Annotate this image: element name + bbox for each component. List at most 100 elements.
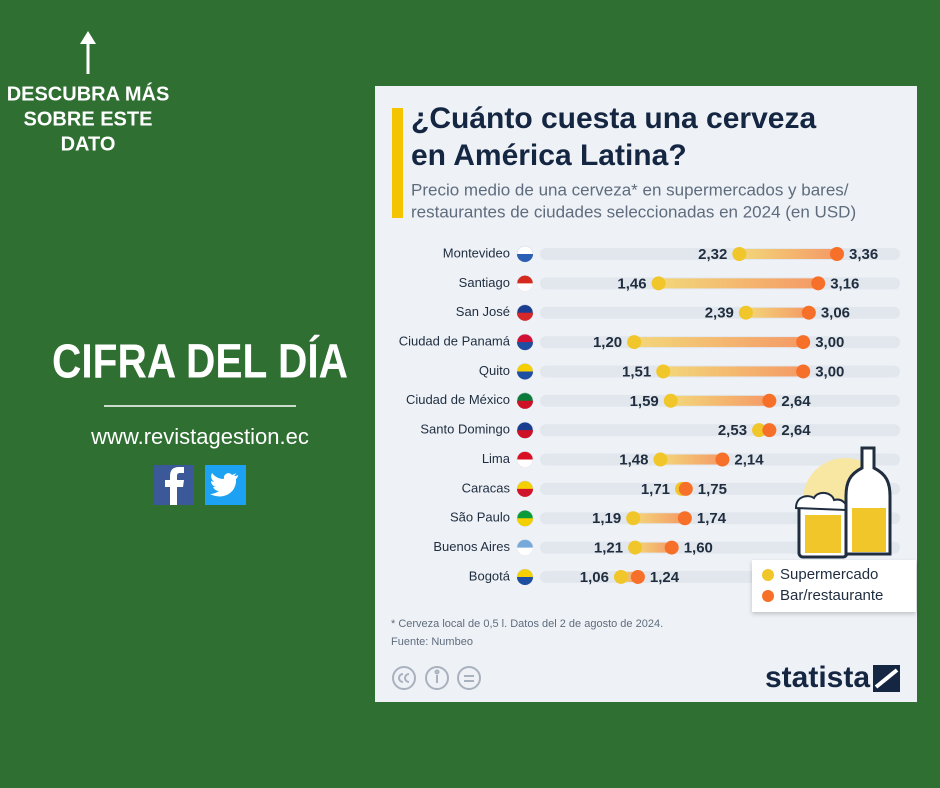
flag bbox=[517, 547, 533, 556]
range-bar bbox=[660, 454, 723, 465]
value-label: 3,36 bbox=[849, 246, 878, 263]
track bbox=[540, 424, 900, 437]
category-label: San José bbox=[456, 304, 510, 319]
value-label: 2,39 bbox=[705, 305, 734, 322]
flag bbox=[517, 430, 533, 439]
dot bbox=[830, 247, 844, 261]
chart-title: en América Latina? bbox=[411, 139, 687, 172]
category-label: Buenos Aires bbox=[433, 539, 510, 554]
value-label: 1,74 bbox=[697, 510, 727, 527]
flag bbox=[517, 518, 533, 527]
dot bbox=[653, 452, 668, 467]
headline: CIFRA DEL DÍA bbox=[52, 335, 348, 389]
category-label: Santiago bbox=[459, 275, 510, 290]
chart-title: ¿Cuánto cuesta una cerveza bbox=[411, 102, 816, 135]
flag bbox=[517, 488, 533, 497]
legend-marker bbox=[762, 569, 774, 581]
value-label: 1,71 bbox=[641, 481, 670, 498]
value-label: 1,20 bbox=[593, 334, 622, 351]
dot bbox=[796, 364, 811, 379]
dot bbox=[811, 276, 826, 291]
value-label: 3,06 bbox=[821, 305, 850, 322]
value-label: 1,19 bbox=[592, 510, 621, 527]
value-label: 1,48 bbox=[619, 451, 648, 468]
chart-subtitle: restaurantes de ciudades seleccionadas e… bbox=[411, 202, 856, 221]
brand-logo bbox=[873, 665, 900, 692]
dot bbox=[656, 364, 671, 379]
value-label: 1,75 bbox=[698, 481, 727, 498]
dot bbox=[732, 247, 747, 261]
dot bbox=[678, 481, 693, 496]
value-label: 2,14 bbox=[734, 451, 764, 468]
value-label: 3,00 bbox=[815, 334, 844, 351]
value-label: 3,16 bbox=[830, 275, 859, 292]
infographic: ¿Cuánto cuesta una cerveza en América La… bbox=[375, 86, 917, 702]
value-label: 3,00 bbox=[815, 363, 844, 380]
category-label: Ciudad de México bbox=[406, 392, 510, 407]
legend-label: Bar/restaurante bbox=[780, 587, 883, 604]
left-panel: DESCUBRA MÁS SOBRE ESTE DATO CIFRA DEL D… bbox=[7, 31, 348, 505]
flag bbox=[517, 254, 533, 262]
range-bar bbox=[621, 571, 638, 582]
value-label: 2,53 bbox=[718, 422, 747, 439]
cta: DESCUBRA MÁS SOBRE ESTE DATO bbox=[7, 82, 170, 155]
flag bbox=[517, 283, 533, 292]
license-icons bbox=[392, 666, 481, 690]
flag bbox=[517, 576, 533, 585]
category-label: São Paulo bbox=[450, 510, 510, 525]
dot bbox=[663, 393, 678, 408]
range-bar bbox=[739, 249, 837, 259]
dot bbox=[628, 540, 643, 555]
cta-line: SOBRE ESTE bbox=[24, 108, 153, 130]
flag bbox=[517, 342, 533, 351]
category-label: Lima bbox=[482, 451, 511, 466]
range-bar bbox=[633, 513, 685, 524]
dot bbox=[664, 540, 679, 555]
source: Fuente: Numbeo bbox=[391, 636, 473, 648]
legend: Supermercado Bar/restaurante bbox=[752, 560, 916, 612]
dot bbox=[762, 423, 777, 438]
flag bbox=[517, 371, 533, 380]
website: www.revistagestion.ec bbox=[90, 424, 309, 449]
value-label: 1,59 bbox=[630, 393, 659, 410]
dot bbox=[614, 569, 628, 584]
dot bbox=[715, 452, 730, 467]
flag bbox=[517, 312, 533, 321]
flag bbox=[517, 400, 533, 409]
legend-box bbox=[752, 560, 916, 612]
value-label: 1,51 bbox=[622, 363, 651, 380]
range-bar bbox=[658, 278, 819, 289]
value-label: 1,21 bbox=[594, 540, 623, 557]
value-label: 1,24 bbox=[650, 569, 680, 586]
chart-subtitle: Precio medio de una cerveza* en supermer… bbox=[411, 180, 849, 199]
dot bbox=[626, 511, 641, 526]
arrow-head bbox=[80, 31, 96, 44]
dot bbox=[801, 305, 816, 320]
legend-marker bbox=[762, 590, 774, 602]
cta-line: DESCUBRA MÁS bbox=[7, 82, 170, 105]
twitter-icon[interactable] bbox=[205, 465, 246, 505]
footnote: * Cerveza local de 0,5 l. Datos del 2 de… bbox=[391, 618, 663, 630]
value-label: 1,60 bbox=[684, 540, 713, 557]
facebook-icon[interactable] bbox=[154, 465, 194, 505]
dot bbox=[796, 335, 811, 350]
dot bbox=[627, 335, 642, 350]
accent-bar bbox=[392, 108, 403, 218]
cta-line: DATO bbox=[61, 133, 116, 155]
category-label: Quito bbox=[479, 363, 510, 378]
range-bar bbox=[634, 337, 804, 348]
value-label: 2,32 bbox=[698, 246, 727, 263]
category-label: Caracas bbox=[462, 480, 511, 495]
category-label: Bogotá bbox=[469, 568, 511, 583]
range-bar bbox=[670, 395, 770, 406]
range-bar bbox=[745, 307, 809, 318]
range-bar bbox=[635, 542, 672, 553]
dot bbox=[738, 305, 753, 320]
brand: statista bbox=[765, 661, 870, 694]
range-bar bbox=[663, 366, 804, 377]
value-label: 1,06 bbox=[580, 569, 609, 586]
dot bbox=[651, 276, 666, 291]
dot bbox=[677, 511, 692, 526]
flag bbox=[517, 459, 533, 468]
